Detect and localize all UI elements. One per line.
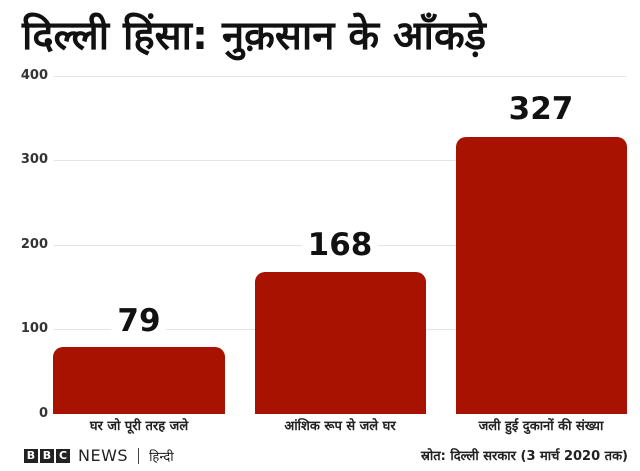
brand-language: हिन्दी bbox=[149, 449, 174, 465]
bar-partially-burnt-houses bbox=[255, 272, 426, 414]
x-label-fully-burnt-houses: घर जो पूरी तरह जले bbox=[89, 419, 189, 434]
value-label-168: 168 bbox=[301, 227, 379, 263]
brand-news: NEWS bbox=[78, 446, 129, 465]
source-note: स्रोत: दिल्ली सरकार (3 मार्च 2020 तक) bbox=[420, 449, 628, 464]
y-tick-400: 400 bbox=[20, 68, 48, 83]
bar-burnt-shops bbox=[456, 137, 627, 414]
x-label-burnt-shops: जली हुई दुकानों की संख्या bbox=[478, 419, 604, 434]
x-label-partially-burnt-houses: आंशिक रूप से जले घर bbox=[284, 419, 396, 434]
gridline-300 bbox=[54, 160, 626, 161]
brand-divider bbox=[138, 447, 140, 464]
value-label-327: 327 bbox=[502, 91, 580, 127]
y-tick-300: 300 bbox=[20, 152, 48, 167]
value-label-79: 79 bbox=[111, 303, 167, 339]
bbc-letter-b2: B bbox=[40, 449, 54, 463]
chart-title: दिल्ली हिंसा: नुक़सान के आँकड़े bbox=[22, 13, 487, 59]
bbc-letter-c: C bbox=[56, 449, 70, 463]
y-tick-0: 0 bbox=[38, 406, 48, 421]
bar-fully-burnt-houses bbox=[53, 347, 225, 414]
y-tick-200: 200 bbox=[20, 237, 48, 252]
gridline-400 bbox=[54, 76, 626, 77]
y-tick-100: 100 bbox=[20, 321, 48, 336]
bbc-letter-b1: B bbox=[24, 449, 38, 463]
